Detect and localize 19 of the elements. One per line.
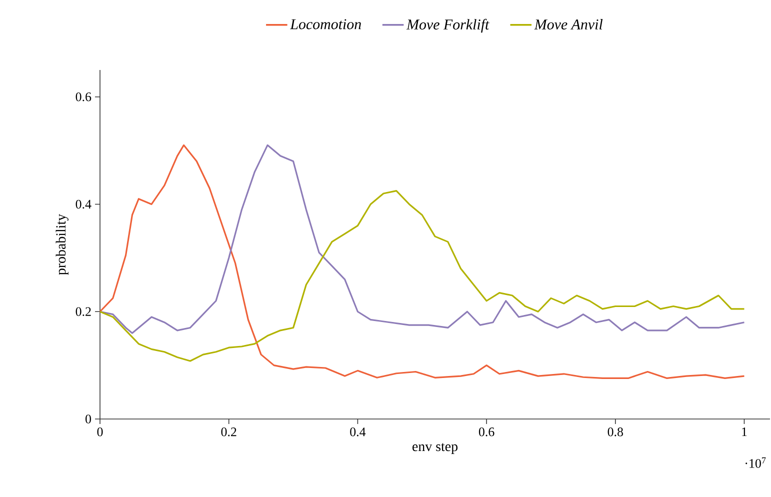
x-tick-label: 0.6 xyxy=(478,428,494,436)
legend-label: Move Forklift xyxy=(406,18,490,33)
y-tick-label: 0.4 xyxy=(76,200,92,209)
x-axis-title: env step xyxy=(412,443,458,454)
x-tick-label: 1 xyxy=(742,428,747,436)
y-axis-title: probability xyxy=(56,214,68,275)
x-tick-label: 0 xyxy=(97,428,103,436)
line-series xyxy=(99,144,746,334)
text: ·10$^{7}$ xyxy=(746,457,766,468)
x-tick-label: 0.8 xyxy=(608,428,623,436)
y-tick-label: 0.2 xyxy=(76,307,91,316)
legend-label: Move Anvil xyxy=(534,18,603,30)
x-tick-label: 0.4 xyxy=(350,428,366,436)
y-tick-label: 0.6 xyxy=(76,92,92,102)
line-series xyxy=(99,144,746,379)
legend-label: Locomotion xyxy=(290,19,361,30)
x-tick-label: 0.2 xyxy=(221,428,236,436)
line-series xyxy=(99,190,746,362)
y-tick-label: 0 xyxy=(86,414,92,424)
